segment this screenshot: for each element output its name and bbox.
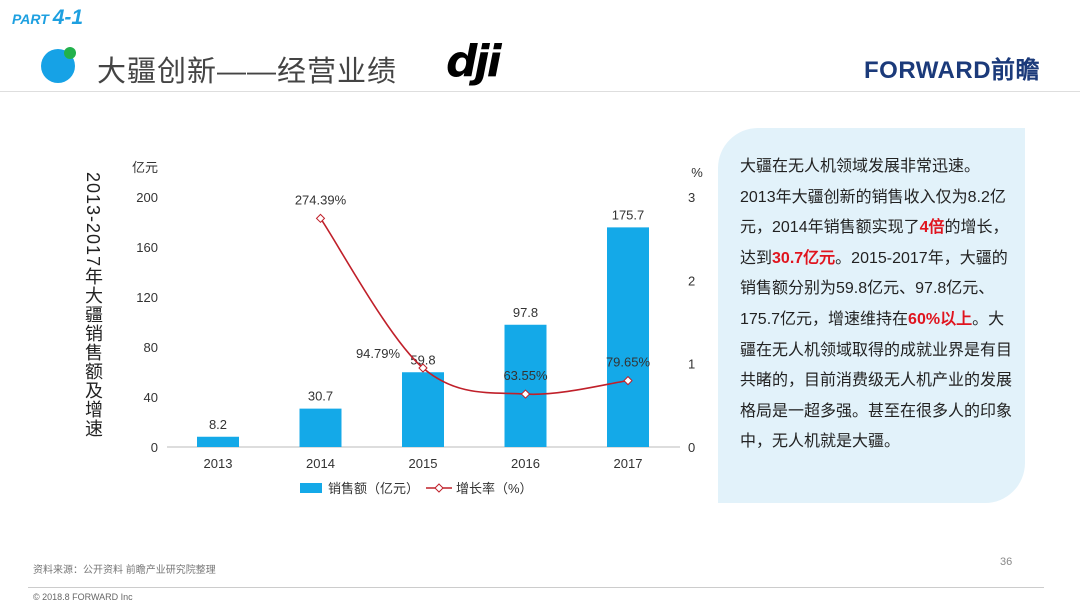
bar-value-label: 30.7 [308, 389, 333, 404]
legend-bar-swatch [300, 483, 322, 493]
chart-y-title: 2013-2017年大疆销售额及增速 [83, 172, 103, 439]
panel-text-segment: 大疆在无人机领域发展非常迅速。2013年大疆创新的销售收入仅为8.2亿元，201… [740, 158, 1006, 237]
growth-point-marker [315, 213, 326, 224]
x-tick-label: 2016 [511, 456, 540, 471]
bar-2017 [607, 227, 649, 447]
left-tick-label: 80 [144, 340, 158, 355]
source-note: 资料来源：公开资料 前瞻产业研究院整理 [33, 565, 216, 576]
bar-value-label: 175.7 [612, 207, 645, 222]
growth-value-label: 274.39% [295, 192, 347, 207]
growth-value-label: 79.65% [606, 355, 651, 370]
left-tick-label: 200 [136, 190, 158, 205]
left-tick-label: 0 [151, 440, 158, 455]
bar-value-label: 59.8 [410, 352, 435, 367]
growth-point-marker [418, 363, 428, 373]
growth-value-label: 63.55% [503, 368, 548, 383]
highlight-text: 4倍 [919, 219, 945, 237]
bar-2013 [197, 436, 239, 447]
right-tick-label: 2 [688, 273, 695, 288]
panel-text-segment: 的增长，达到 [740, 219, 1009, 267]
growth-point-marker [520, 389, 531, 399]
legend: 销售额（亿元） 增长率（%） [300, 481, 533, 496]
growth-rate-line [319, 217, 629, 396]
growth-point-marker [623, 375, 633, 386]
legend-bar-label: 销售额（亿元） [328, 481, 419, 496]
x-tick-label: 2013 [204, 456, 233, 471]
bar-value-label: 97.8 [513, 305, 538, 320]
highlight-text: 30.7亿元 [772, 249, 836, 267]
bar-2015 [402, 372, 444, 447]
legend-diamond-icon [434, 483, 444, 493]
left-tick-label: 160 [136, 240, 158, 255]
panel-text-segment: 。大疆在无人机领域取得的成就业界是有目共睹的，目前消费级无人机产业的发展格局是一… [740, 310, 1013, 451]
header-divider [0, 91, 1080, 92]
left-tick-label: 40 [144, 390, 158, 405]
summary-panel [718, 128, 1025, 503]
right-axis-unit: % [691, 165, 703, 180]
left-tick-label: 120 [136, 290, 158, 305]
right-tick-label: 3 [688, 190, 695, 205]
left-axis-unit: 亿元 [132, 160, 158, 175]
page-title: 大疆创新——经营业绩 [97, 56, 398, 88]
legend-line-label: 增长率（%） [456, 481, 533, 496]
part-text: PART [12, 11, 49, 27]
copyright: © 2018.8 FORWARD Inc [33, 592, 133, 602]
x-tick-label: 2015 [409, 456, 438, 471]
x-tick-label: 2017 [614, 456, 643, 471]
bar-2016 [504, 324, 547, 447]
highlight-text: 60%以上 [908, 310, 973, 328]
footer-divider [28, 587, 1044, 588]
summary-text: 大疆在无人机领域发展非常迅速。2013年大疆创新的销售收入仅为8.2亿元，201… [740, 152, 1015, 458]
panel-text-segment: 。2015-2017年，大疆的销售额分别为59.8亿元、97.8亿元、175.7… [740, 249, 1008, 328]
bar-value-label: 8.2 [209, 417, 227, 432]
bullet-circle-icon [41, 47, 76, 83]
right-tick-label: 1 [688, 357, 695, 372]
part-number: 4-1 [52, 6, 84, 29]
part-label: PART 4-1 [12, 6, 83, 30]
bar-2014 [299, 408, 342, 447]
forward-logo: FORWARD前瞻 [864, 57, 1041, 84]
right-tick-label: 0 [688, 440, 695, 455]
page-number: 36 [1000, 556, 1013, 568]
dji-logo: dji [446, 36, 502, 87]
x-tick-label: 2014 [306, 456, 335, 471]
growth-value-label: 94.79% [356, 346, 401, 361]
